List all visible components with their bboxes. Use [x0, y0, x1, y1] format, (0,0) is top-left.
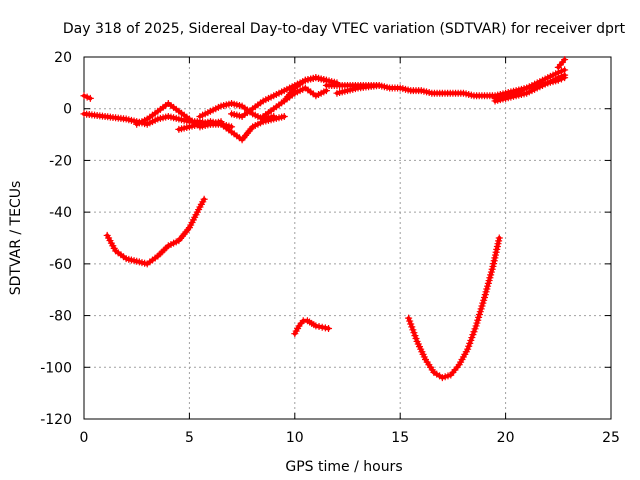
- data-point-marker: [83, 93, 91, 101]
- data-point-marker: [280, 112, 288, 120]
- x-tick-label: 10: [286, 430, 304, 446]
- y-tick-label: -60: [49, 257, 72, 273]
- data-point-marker: [312, 322, 320, 330]
- series-trace: [556, 57, 567, 70]
- data-point-marker: [318, 323, 326, 331]
- data-points: [80, 56, 569, 382]
- data-point-marker: [321, 324, 329, 332]
- series-track-d: [175, 112, 288, 144]
- series-track-o: [291, 317, 333, 338]
- data-point-marker: [325, 325, 333, 332]
- series-track-p: [405, 234, 503, 382]
- x-tick-label: 15: [391, 430, 409, 446]
- data-point-marker: [495, 234, 503, 242]
- axis-ticks: 0 5 10 15 20 25 -120 -100 -80 -60 -40 -20 0 20: [40, 50, 620, 446]
- y-tick-label: -80: [49, 309, 72, 325]
- series-track-k: [491, 66, 569, 102]
- x-tick-label: 25: [602, 430, 620, 446]
- y-tick-label: 0: [63, 102, 72, 118]
- data-point-marker: [200, 195, 208, 203]
- data-point-marker: [561, 56, 569, 64]
- chart-title: Day 318 of 2025, Sidereal Day-to-day VTE…: [63, 21, 626, 37]
- x-tick-label: 20: [497, 430, 515, 446]
- data-point-marker: [80, 92, 88, 100]
- series-track-b: [80, 92, 94, 102]
- data-point-marker: [86, 94, 94, 102]
- data-point-marker: [557, 72, 565, 80]
- series-track-m: [554, 56, 569, 71]
- data-point-marker: [561, 71, 569, 79]
- y-tick-label: -20: [49, 153, 72, 169]
- y-tick-label: -120: [40, 412, 72, 428]
- x-tick-label: 5: [185, 430, 194, 446]
- plot-frame: [83, 56, 612, 420]
- data-point-marker: [315, 323, 323, 331]
- series-track-l: [491, 71, 569, 105]
- data-point-marker: [270, 112, 278, 120]
- series-track-h: [280, 74, 341, 105]
- y-tick-label: -40: [49, 205, 72, 221]
- data-point-marker: [375, 81, 383, 89]
- series-track-j: [333, 81, 383, 97]
- y-tick-label: 20: [54, 50, 72, 66]
- x-tick-label: 0: [80, 430, 89, 446]
- x-axis-label: GPS time / hours: [285, 459, 402, 475]
- series-track-n: [103, 195, 208, 268]
- y-axis-label: SDTVAR / TECUs: [8, 181, 24, 296]
- y-tick-label: -100: [40, 360, 72, 376]
- data-point-marker: [554, 74, 562, 82]
- grid-lines: [84, 57, 611, 419]
